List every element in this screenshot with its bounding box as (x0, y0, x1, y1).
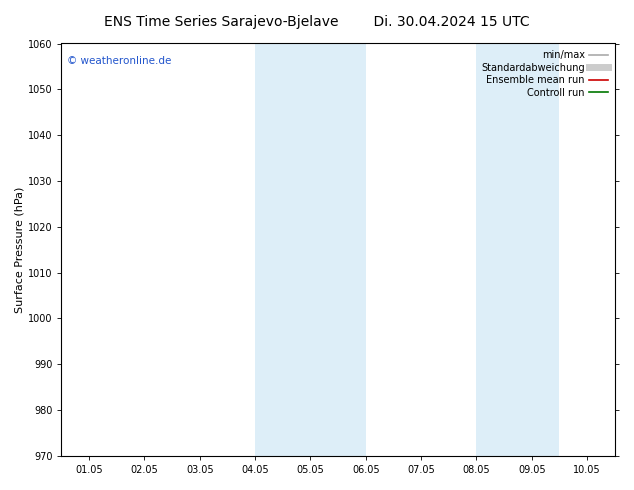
Text: © weatheronline.de: © weatheronline.de (67, 56, 171, 66)
Text: ENS Time Series Sarajevo-Bjelave        Di. 30.04.2024 15 UTC: ENS Time Series Sarajevo-Bjelave Di. 30.… (104, 15, 530, 29)
Bar (255, 44, 366, 456)
Y-axis label: Surface Pressure (hPa): Surface Pressure (hPa) (15, 187, 25, 313)
Bar (477, 44, 559, 456)
Legend: min/max, Standardabweichung, Ensemble mean run, Controll run: min/max, Standardabweichung, Ensemble me… (479, 49, 610, 99)
